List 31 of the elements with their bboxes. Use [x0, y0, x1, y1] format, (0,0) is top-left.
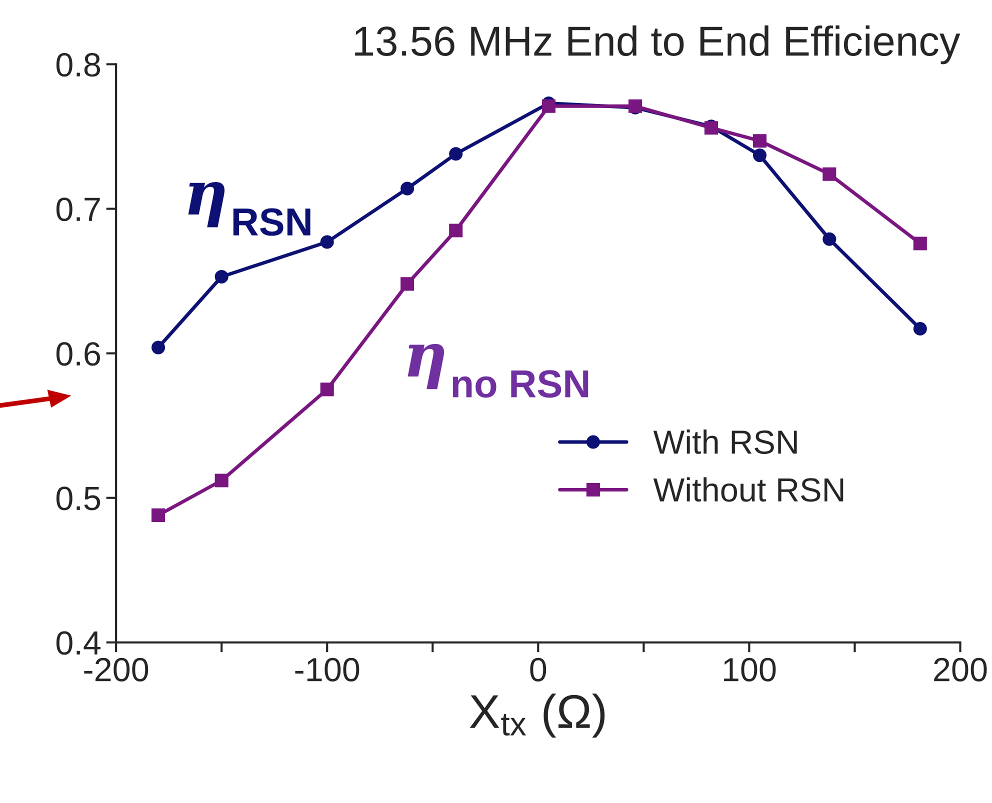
y-tick-label: 0.4: [56, 631, 101, 655]
point: [400, 182, 414, 196]
point: [214, 270, 228, 284]
x-tick-label: 0: [530, 658, 546, 682]
x-tick-label: -100: [295, 658, 360, 682]
point: [913, 322, 927, 336]
legend-label: With RSN: [653, 430, 797, 454]
y-tick-label: 0.5: [56, 486, 100, 510]
point: [400, 277, 414, 291]
point: [320, 382, 334, 396]
y-tick-label: 0.8: [56, 53, 100, 77]
point: [822, 232, 836, 246]
x-axis-title: X$_{tx}$ (Ω): [470, 694, 605, 738]
point: [822, 167, 836, 181]
point: [214, 474, 228, 488]
point: [913, 236, 927, 250]
point: [152, 340, 166, 354]
chart-title: 13.56 MHz End to End Efficiency: [355, 25, 960, 64]
legend-label: Without RSN: [653, 477, 844, 502]
y-tick-label: 0.7: [56, 198, 100, 222]
point: [542, 99, 556, 113]
point: [752, 148, 767, 162]
y-tick-label: 0.6: [56, 342, 100, 366]
x-tick-label: 100: [724, 658, 776, 682]
x-tick-label: 200: [934, 658, 987, 682]
point: [752, 134, 767, 148]
point: [320, 235, 334, 249]
point: [449, 147, 463, 161]
point: [449, 224, 463, 238]
point: [152, 508, 166, 522]
x-tick-label: -200: [84, 658, 148, 682]
